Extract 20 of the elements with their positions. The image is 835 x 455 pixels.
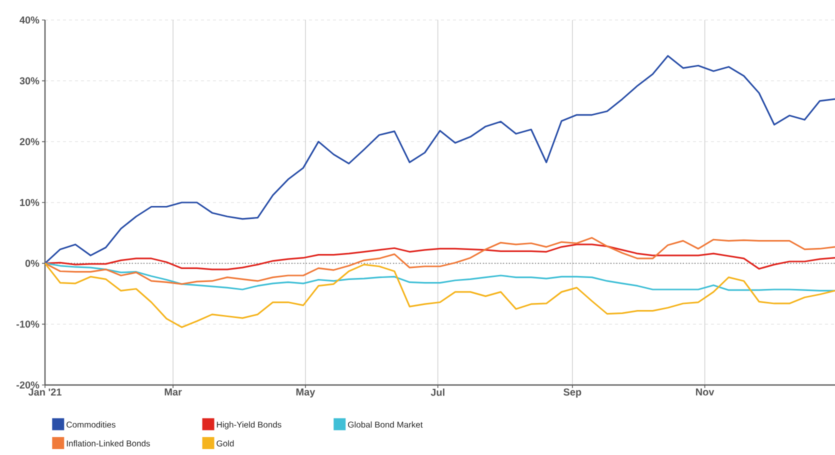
x-tick-label: Sep (564, 388, 582, 398)
x-tick-label: Mar (164, 388, 182, 396)
y-tick-label: 0% (25, 260, 40, 267)
x-tick-label: May (296, 388, 316, 398)
legend-label: Inflation-Linked Bonds (66, 440, 150, 446)
y-tick-label: 30% (20, 77, 40, 84)
y-tick-label: 10% (20, 198, 40, 206)
y-tick-label: -10% (16, 320, 40, 328)
x-tick-label: Nov (696, 388, 714, 396)
x-tick-label: Jul (430, 388, 444, 396)
line-series (45, 262, 835, 328)
y-tick-label: 20% (20, 138, 40, 146)
legend-label: High-Yield Bonds (216, 421, 282, 430)
legend-label: Global Bond Market (348, 421, 423, 428)
y-tick-label: 40% (20, 16, 40, 24)
x-tick-label: Jan '21 (28, 388, 62, 396)
legend-label: Commodities (66, 421, 116, 428)
legend-label: Gold (216, 440, 234, 446)
y-tick-label: -20% (16, 381, 40, 389)
line-series (45, 55, 835, 264)
